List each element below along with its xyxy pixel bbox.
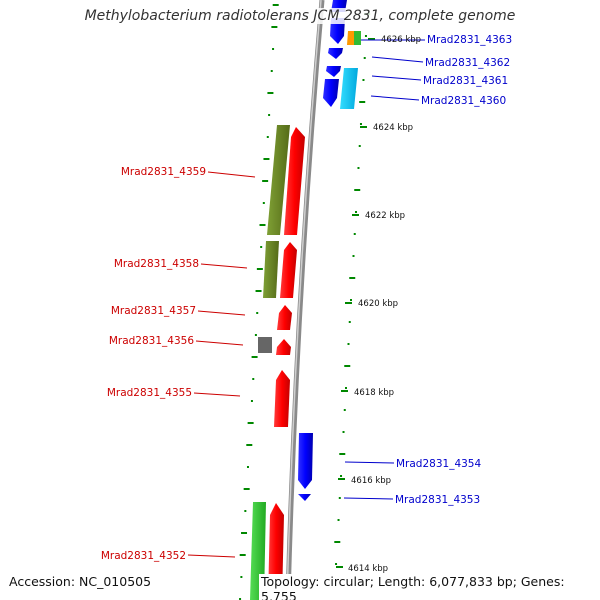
gene-label-4357[interactable]: Mrad2831_4357 bbox=[111, 305, 196, 317]
axis-label-4626: 4626 kbp bbox=[381, 35, 421, 45]
gc-skew-track bbox=[333, 13, 371, 587]
cds-reverse-4353 bbox=[298, 494, 311, 501]
gene-labels-reverse: Mrad2831_4363 Mrad2831_4362 Mrad2831_436… bbox=[395, 34, 512, 506]
leader-line bbox=[343, 497, 394, 500]
genome-backbone bbox=[285, 0, 325, 600]
gene-label-4355[interactable]: Mrad2831_4355 bbox=[107, 387, 192, 399]
gene-label-4359[interactable]: Mrad2831_4359 bbox=[121, 166, 206, 178]
gene-label-4362[interactable]: Mrad2831_4362 bbox=[425, 57, 510, 69]
cds-reverse-4354 bbox=[298, 433, 313, 489]
gene-label-4361[interactable]: Mrad2831_4361 bbox=[423, 75, 508, 87]
cds-reverse-4361 bbox=[326, 66, 341, 77]
axis-label-4620: 4620 kbp bbox=[358, 299, 398, 309]
cog-bar-4359 bbox=[267, 125, 290, 235]
leader-line bbox=[371, 56, 424, 63]
gene-label-4352[interactable]: Mrad2831_4352 bbox=[101, 550, 186, 562]
gene-label-4360[interactable]: Mrad2831_4360 bbox=[421, 95, 506, 107]
cog-bar-4363-orange bbox=[347, 31, 354, 45]
cog-bar-4361 bbox=[340, 68, 358, 109]
gene-label-4353[interactable]: Mrad2831_4353 bbox=[395, 494, 480, 506]
genome-summary-text: Topology: circular; Length: 6,077,833 bp… bbox=[259, 574, 600, 600]
axis-label-4624: 4624 kbp bbox=[373, 123, 413, 133]
accession-text: Accession: NC_010505 bbox=[7, 574, 154, 589]
cog-bar-4356 bbox=[258, 337, 272, 353]
leader-line bbox=[193, 392, 241, 397]
gc-content-track bbox=[239, 4, 279, 600]
cds-reverse-4360 bbox=[323, 79, 339, 107]
cds-reverse-4362 bbox=[328, 48, 343, 59]
map-title: Methylobacterium radiotolerans JCM 2831,… bbox=[0, 8, 600, 24]
label-leader-lines bbox=[187, 39, 425, 558]
coordinate-axis bbox=[336, 38, 375, 568]
cds-reverse-4363 bbox=[330, 18, 345, 44]
axis-label-4614: 4614 kbp bbox=[348, 564, 388, 574]
cds-forward-4355 bbox=[274, 370, 290, 427]
gene-label-4358[interactable]: Mrad2831_4358 bbox=[114, 258, 199, 270]
axis-label-4616: 4616 kbp bbox=[351, 476, 391, 486]
axis-labels: 4626 kbp 4624 kbp 4622 kbp 4620 kbp 4618… bbox=[348, 35, 421, 574]
cds-forward-4356 bbox=[276, 339, 291, 355]
cog-bar-4363-green bbox=[354, 31, 361, 45]
gene-label-4356[interactable]: Mrad2831_4356 bbox=[109, 335, 194, 347]
axis-label-4618: 4618 kbp bbox=[354, 388, 394, 398]
gene-label-4354[interactable]: Mrad2831_4354 bbox=[396, 458, 481, 470]
gene-label-4363[interactable]: Mrad2831_4363 bbox=[427, 34, 512, 46]
leader-line bbox=[200, 263, 248, 269]
leader-line bbox=[370, 95, 420, 101]
cog-bar-4358 bbox=[263, 241, 279, 298]
leader-line bbox=[195, 340, 244, 346]
leader-line bbox=[197, 310, 246, 316]
axis-label-4622: 4622 kbp bbox=[365, 211, 405, 221]
cds-forward-4358 bbox=[280, 242, 297, 298]
cds-forward-4359 bbox=[284, 127, 305, 235]
leader-line bbox=[187, 554, 236, 558]
genome-backbone-highlight bbox=[286, 0, 322, 600]
leader-line bbox=[207, 171, 256, 178]
cds-forward-4357 bbox=[277, 305, 292, 330]
leader-line bbox=[344, 461, 395, 464]
leader-line bbox=[371, 75, 422, 81]
gene-labels-forward: Mrad2831_4359 Mrad2831_4358 Mrad2831_435… bbox=[101, 166, 206, 562]
